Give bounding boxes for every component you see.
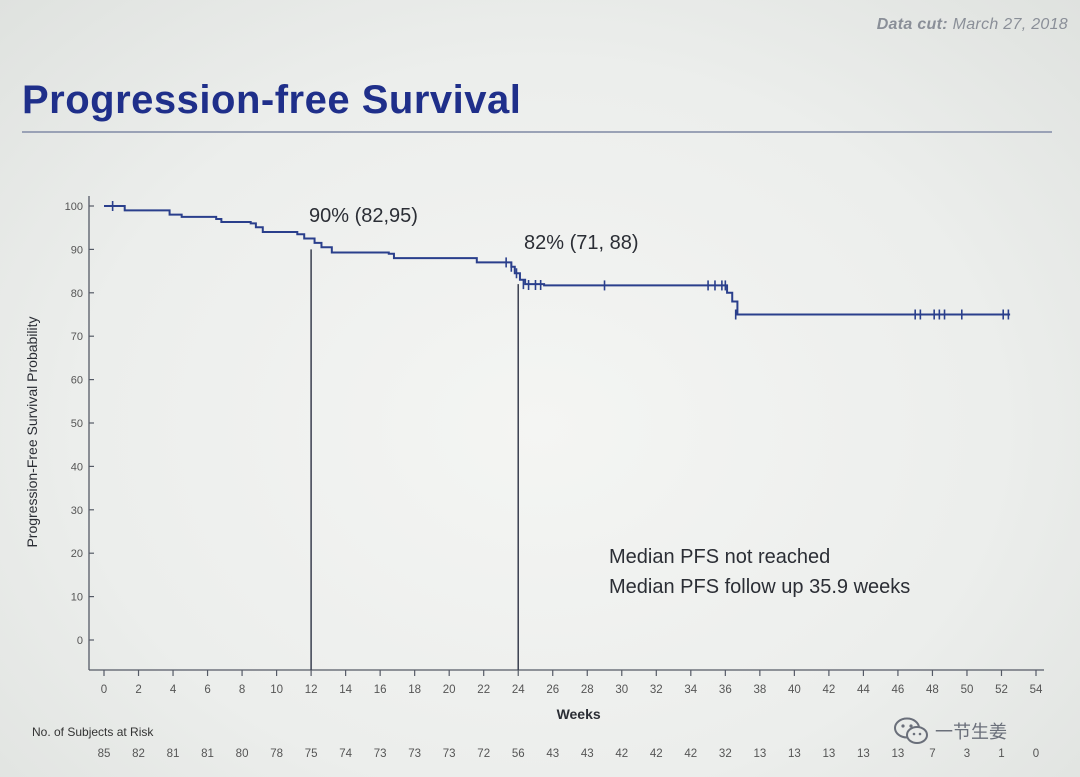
x-tick-label: 2 (135, 684, 141, 696)
slide-title: Progression-free Survival (22, 78, 522, 122)
risk-table-value: 42 (650, 748, 663, 760)
x-tick-label: 6 (204, 684, 210, 696)
x-tick-label: 22 (477, 684, 490, 696)
risk-table-value: 13 (822, 748, 835, 760)
x-tick-label: 26 (546, 684, 559, 696)
risk-table-value: 75 (305, 748, 318, 760)
risk-table-value: 13 (788, 748, 801, 760)
y-tick-label: 30 (71, 505, 83, 517)
risk-table-value: 1 (998, 748, 1004, 760)
risk-table-value: 80 (236, 748, 249, 760)
wechat-icon (894, 717, 928, 744)
y-tick-label: 20 (71, 548, 83, 560)
y-tick-label: 10 (71, 592, 83, 604)
risk-table-value: 42 (615, 748, 628, 760)
x-tick-label: 14 (339, 684, 352, 696)
reference-label-week-12: 90% (82,95) (309, 205, 418, 227)
risk-table-value: 73 (374, 748, 387, 760)
x-tick-label: 20 (443, 684, 456, 696)
risk-table-value: 81 (201, 748, 214, 760)
risk-table-value: 13 (753, 748, 766, 760)
risk-table-value: 43 (546, 748, 559, 760)
x-tick-label: 30 (615, 684, 628, 696)
x-tick-label: 42 (822, 684, 835, 696)
risk-table-label: No. of Subjects at Risk (32, 725, 154, 739)
x-tick-label: 24 (512, 684, 525, 696)
x-tick-label: 36 (719, 684, 732, 696)
y-tick-label: 80 (71, 288, 83, 300)
x-tick-label: 8 (239, 684, 245, 696)
x-tick-label: 54 (1030, 684, 1043, 696)
risk-table-value: 7 (929, 748, 935, 760)
x-tick-label: 16 (374, 684, 387, 696)
risk-table-value: 82 (132, 748, 145, 760)
risk-table-value: 3 (964, 748, 970, 760)
y-axis-label: Progression-Free Survival Probability (24, 316, 40, 547)
x-tick-label: 38 (753, 684, 766, 696)
y-tick-label: 0 (77, 635, 83, 647)
x-tick-label: 12 (305, 684, 318, 696)
risk-table-value: 78 (270, 748, 283, 760)
risk-table-value: 13 (892, 748, 905, 760)
risk-table-value: 32 (719, 748, 732, 760)
watermark: 一节生姜 (893, 714, 1063, 748)
x-tick-label: 4 (170, 684, 177, 696)
risk-table-value: 72 (477, 748, 490, 760)
risk-table-value: 73 (443, 748, 456, 760)
x-tick-label: 34 (684, 684, 697, 696)
y-tick-label: 70 (71, 331, 83, 343)
data-cut-label: Data cut: (876, 16, 948, 33)
x-tick-label: 18 (408, 684, 421, 696)
y-tick-label: 60 (71, 375, 83, 387)
risk-table-value: 0 (1033, 748, 1039, 760)
data-cut-date: March 27, 2018 (952, 16, 1068, 33)
risk-table-value: 56 (512, 748, 525, 760)
risk-table-value: 85 (98, 748, 111, 760)
y-tick-label: 100 (65, 201, 83, 213)
annotation-text: Median PFS not reached (609, 546, 830, 568)
x-tick-label: 46 (892, 684, 905, 696)
x-tick-label: 50 (961, 684, 974, 696)
x-axis-label: Weeks (557, 706, 601, 722)
risk-table-value: 73 (408, 748, 421, 760)
x-tick-label: 32 (650, 684, 663, 696)
data-cut-note: Data cut: March 27, 2018 (877, 16, 1068, 34)
risk-table-value: 81 (167, 748, 180, 760)
watermark-text: 一节生姜 (935, 722, 1007, 743)
y-tick-label: 40 (71, 461, 83, 473)
x-tick-label: 48 (926, 684, 939, 696)
title-divider (22, 131, 1052, 133)
x-tick-label: 0 (101, 684, 107, 696)
risk-table-value: 13 (857, 748, 870, 760)
y-tick-label: 50 (71, 418, 83, 430)
x-tick-label: 40 (788, 684, 801, 696)
x-tick-label: 10 (270, 684, 283, 696)
pfs-curve (104, 205, 1011, 316)
reference-label-week-24: 82% (71, 88) (524, 232, 639, 254)
risk-table-value: 43 (581, 748, 594, 760)
annotation-text: Median PFS follow up 35.9 weeks (609, 576, 910, 598)
x-tick-label: 52 (995, 684, 1008, 696)
x-tick-label: 28 (581, 684, 594, 696)
risk-table-value: 42 (684, 748, 697, 760)
x-tick-label: 44 (857, 684, 870, 696)
y-tick-label: 90 (71, 244, 83, 256)
risk-table-value: 74 (339, 748, 352, 760)
